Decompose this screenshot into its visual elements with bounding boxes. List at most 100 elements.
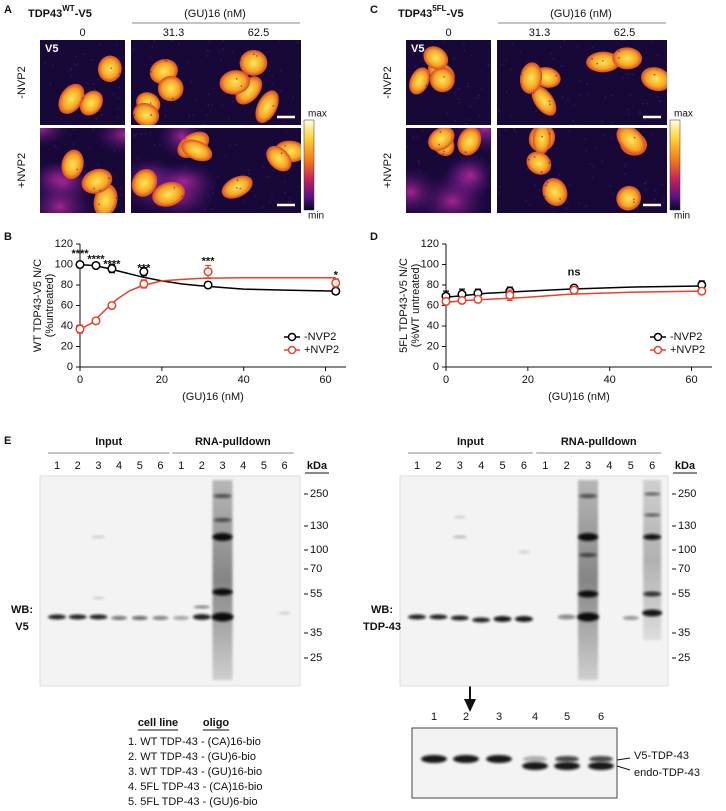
cells [584, 128, 665, 211]
unit-label: kDa [307, 460, 328, 472]
inset-lane-label: 5 [564, 711, 570, 723]
data-point [331, 286, 341, 296]
smear [212, 480, 233, 680]
data-point [441, 296, 451, 306]
speckle [462, 188, 465, 191]
speckle [534, 184, 536, 187]
speckle [552, 58, 555, 60]
speckle [559, 46, 562, 49]
speckle [487, 63, 490, 66]
band [429, 614, 448, 620]
band [48, 614, 66, 620]
nucleus [221, 175, 253, 199]
speckle [225, 155, 227, 158]
speckle [453, 57, 455, 60]
band [557, 614, 576, 620]
speckle [572, 119, 575, 122]
speckle [239, 187, 242, 190]
band [588, 762, 614, 770]
speckle [468, 118, 471, 121]
band [193, 605, 210, 609]
group-label: Input [95, 436, 122, 448]
speckle [480, 88, 483, 91]
lane-label: 1 [178, 460, 184, 472]
x-tick-label: 60 [319, 374, 331, 386]
speckle [70, 75, 72, 77]
speckle [458, 101, 460, 104]
speckle [637, 208, 640, 210]
lane-label: 1 [542, 460, 548, 472]
speckle [586, 93, 589, 95]
speckle [140, 132, 143, 135]
nucleus [428, 128, 455, 151]
speckle [119, 72, 121, 75]
data-point [91, 260, 101, 271]
micrograph [406, 128, 491, 213]
marker-label: 55 [310, 588, 322, 600]
speckle [283, 122, 286, 124]
nucleus [586, 51, 621, 73]
band [493, 616, 512, 622]
speckle [99, 60, 101, 63]
x-tick-label: 0 [443, 374, 449, 386]
cells [497, 40, 582, 125]
band [213, 518, 232, 522]
significance: **** [103, 258, 121, 270]
x-tick-label: 60 [685, 374, 697, 386]
speckle [533, 156, 536, 158]
speckle [511, 42, 514, 45]
speckle [421, 209, 423, 212]
band [589, 756, 613, 762]
lane-label: 4 [478, 460, 484, 472]
speckle [195, 98, 198, 101]
stain-label: V5 [411, 43, 424, 55]
y-tick-label: 120 [421, 238, 439, 250]
band [192, 614, 211, 620]
nucleus [532, 128, 551, 155]
speckle [285, 130, 288, 133]
speckle [150, 70, 152, 73]
band [453, 515, 466, 519]
speckle [422, 59, 424, 62]
speckle [221, 104, 224, 107]
nucleus [457, 128, 482, 156]
nucleus [133, 102, 160, 125]
speckle [248, 74, 251, 77]
speckle [525, 199, 527, 202]
speckle [559, 198, 561, 200]
speckle [177, 139, 180, 141]
speckle [407, 207, 410, 209]
lane-label: 6 [282, 460, 288, 472]
legend-marker [287, 345, 297, 355]
speckle [498, 192, 500, 195]
legend-item: 4. 5FL TDP-43 - (CA)16-bio [128, 781, 263, 793]
nucleus [131, 168, 158, 197]
speckle [201, 201, 203, 203]
speckle [208, 40, 211, 43]
marker-label: 130 [678, 520, 696, 532]
speckle [509, 68, 512, 71]
wb-label: WB: [11, 604, 33, 616]
speckle [591, 176, 594, 179]
lane-label: 3 [219, 460, 225, 472]
speckle [611, 136, 613, 139]
band [554, 762, 580, 770]
speckle [497, 109, 500, 111]
speckle [190, 81, 193, 84]
band [212, 533, 233, 541]
speckle [207, 194, 209, 197]
band [472, 617, 491, 623]
speckle [203, 123, 206, 125]
speckle [499, 185, 502, 188]
speckle [205, 114, 208, 117]
speckle [418, 162, 421, 165]
speckle [549, 103, 551, 106]
speckle [469, 105, 471, 108]
speckle [644, 118, 646, 121]
band [522, 762, 548, 770]
speckle [447, 112, 449, 115]
y-tick-label: 0 [67, 361, 73, 373]
column-label: 0 [79, 27, 85, 39]
speckle [558, 174, 561, 176]
title-main: TDP43 [398, 8, 432, 20]
